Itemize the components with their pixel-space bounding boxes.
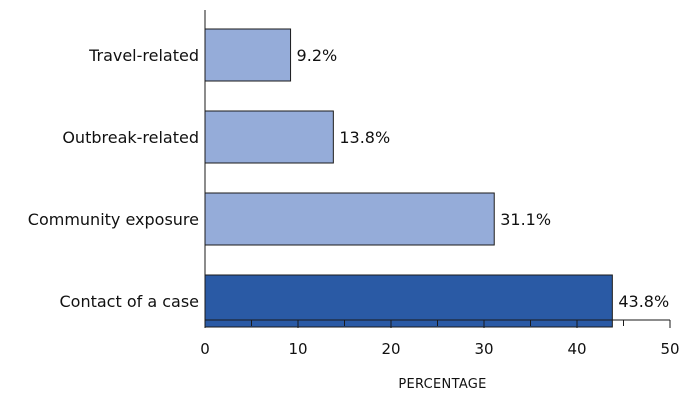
value-label-travel-related: 9.2% <box>297 46 338 65</box>
bars-group <box>204 28 613 328</box>
bar-outbreak-related <box>204 110 334 164</box>
x-axis-title: PERCENTAGE <box>398 377 486 392</box>
value-label-outbreak-related: 13.8% <box>339 128 390 147</box>
x-axis-ticks-group: 0 10 20 30 40 50 <box>200 320 680 358</box>
bar-community-exposure <box>204 192 495 246</box>
category-label-community-exposure: Community exposure <box>28 210 199 229</box>
x-tick-label-50: 50 <box>660 340 679 358</box>
value-labels-group: 9.2% 13.8% 31.1% 43.8% <box>297 46 670 311</box>
category-label-travel-related: Travel-related <box>88 46 199 65</box>
bar-travel-related <box>204 28 292 82</box>
category-labels-group: Travel-related Outbreak-related Community … <box>28 46 199 311</box>
category-label-contact-of-a-case: Contact of a case <box>59 292 199 311</box>
value-label-contact-of-a-case: 43.8% <box>618 292 669 311</box>
x-tick-label-30: 30 <box>474 340 493 358</box>
x-tick-label-0: 0 <box>200 340 210 358</box>
x-tick-label-10: 10 <box>288 340 307 358</box>
bar-contact-of-a-case <box>204 274 613 328</box>
value-label-community-exposure: 31.1% <box>500 210 551 229</box>
x-tick-label-40: 40 <box>567 340 586 358</box>
x-tick-label-20: 20 <box>381 340 400 358</box>
category-label-outbreak-related: Outbreak-related <box>62 128 199 147</box>
